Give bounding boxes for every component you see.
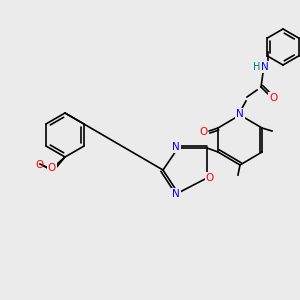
Text: O: O	[48, 165, 56, 175]
Text: O: O	[206, 173, 214, 183]
Text: H: H	[253, 62, 261, 72]
Text: O: O	[35, 160, 43, 170]
Text: N: N	[172, 142, 180, 152]
Text: O: O	[48, 163, 56, 173]
Text: N: N	[172, 189, 180, 199]
Text: O: O	[199, 127, 207, 137]
Text: N: N	[261, 62, 269, 72]
Text: N: N	[236, 109, 244, 119]
Text: O: O	[269, 93, 277, 103]
